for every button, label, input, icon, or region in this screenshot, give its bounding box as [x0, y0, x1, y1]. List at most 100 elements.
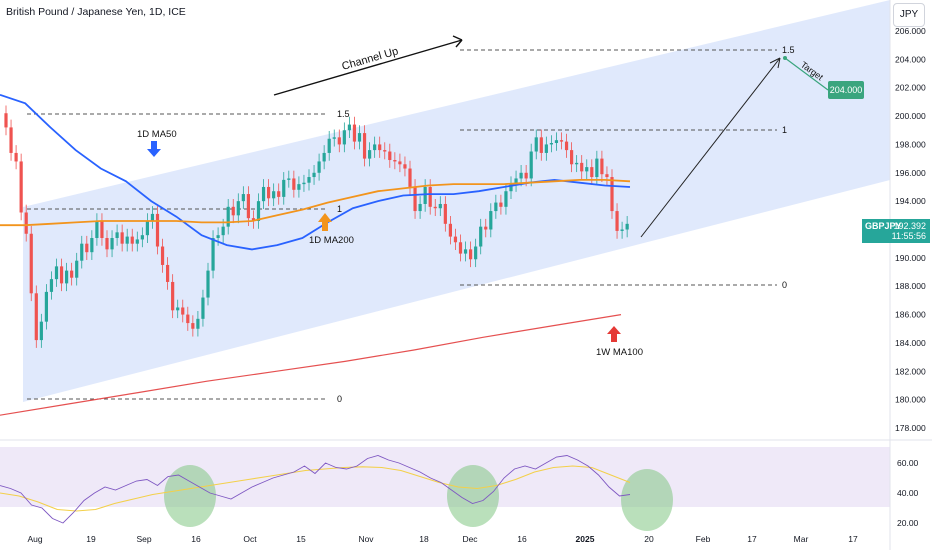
candle-body [378, 144, 382, 151]
candle-body [580, 162, 584, 172]
time-tick: Aug [27, 534, 42, 544]
time-axis[interactable]: Aug 19 Sep 16 Oct 15 Nov 18 Dec 16 2025 20 Feb 17 Mar 1… [27, 534, 858, 544]
projection-arrow [640, 57, 781, 238]
candle-body [322, 152, 326, 162]
candle-body [44, 291, 48, 322]
ma200-line [0, 178, 631, 227]
candle-body [448, 223, 452, 237]
candle-body [14, 152, 18, 162]
candle-body [398, 161, 402, 165]
candle-body [534, 137, 538, 152]
rsi-tick: 60.00 [897, 458, 919, 468]
price-tick: 180.000 [895, 395, 926, 405]
candle-body [605, 174, 609, 178]
candle-body [463, 249, 468, 254]
candle-body [388, 151, 392, 161]
candle-body [125, 236, 129, 244]
rsi-band [0, 447, 890, 507]
time-tick: 19 [86, 534, 96, 544]
candle-body [625, 223, 629, 230]
candle-body [554, 140, 559, 144]
candle-body [206, 270, 210, 298]
candle-body [357, 133, 362, 142]
channel-up-band [23, 0, 890, 402]
time-tick: Dec [462, 534, 478, 544]
candle-body [347, 124, 351, 131]
candle-body [499, 202, 503, 207]
candle-body [150, 213, 155, 221]
candle-body [216, 235, 220, 239]
candle-body [65, 270, 69, 284]
candle-body [155, 213, 160, 247]
candle-body [186, 314, 190, 324]
channel-up-label: Channel Up [341, 45, 400, 73]
candle-body [595, 158, 599, 178]
candle-body [610, 177, 614, 212]
time-tick: 18 [419, 534, 429, 544]
candle-body [54, 266, 59, 280]
candle-body [145, 220, 149, 236]
time-tick: 16 [517, 534, 527, 544]
rsi-axis[interactable]: 20.00 40.00 60.00 [897, 458, 919, 528]
candle-body [585, 167, 589, 172]
candle-body [226, 206, 230, 227]
candle-body [474, 246, 478, 260]
price-tick: 186.000 [895, 310, 926, 320]
time-tick: Oct [243, 534, 257, 544]
candle-body [590, 167, 594, 178]
last-price: 192.392 [893, 221, 926, 231]
candle-body [413, 186, 417, 212]
candle-body [514, 178, 518, 185]
candle-body [564, 141, 569, 151]
candle-body [181, 307, 185, 315]
candle-body [201, 297, 205, 319]
candle-body [160, 246, 165, 265]
ma50-label: 1D MA50 [137, 129, 177, 140]
candle-body [85, 243, 89, 253]
candle-body [539, 137, 543, 153]
candle-body [549, 143, 553, 145]
candle-body [246, 194, 250, 219]
price-tick: 194.000 [895, 196, 926, 206]
candle-body [327, 138, 331, 153]
chart-title: British Pound / Japanese Yen, 1D, ICE [6, 6, 186, 18]
rsi-pane [0, 455, 631, 524]
target-price-tag: 204.000 [828, 81, 864, 99]
candle-body [443, 203, 447, 224]
price-tick: 182.000 [895, 366, 926, 376]
time-tick: 20 [644, 534, 654, 544]
fib-label-zero-left: 0 [337, 394, 342, 404]
candle-body [59, 266, 64, 284]
ma50-arrow-icon [147, 141, 161, 157]
candle-body [105, 238, 109, 250]
candle-body [307, 177, 311, 183]
candle-body [211, 238, 215, 271]
candle-body [453, 236, 458, 243]
rsi-oversold-highlight-2 [447, 465, 499, 527]
candle-body [504, 191, 508, 207]
fib-label-zero-right: 0 [782, 280, 787, 290]
candle-body [479, 226, 483, 247]
price-tick: 202.000 [895, 83, 926, 93]
time-tick: 15 [296, 534, 306, 544]
candle-body [261, 186, 266, 202]
candle-body [140, 235, 144, 240]
ma200-arrow-icon [318, 213, 332, 231]
currency-button[interactable]: JPY [893, 3, 925, 27]
price-tick: 200.000 [895, 111, 926, 121]
channel-up-arrowhead [452, 35, 463, 48]
time-tick: Mar [794, 534, 809, 544]
candle-body [221, 226, 225, 236]
candle-body [458, 242, 463, 254]
candle-body [70, 270, 74, 278]
candle-body [544, 144, 548, 153]
candle-body [575, 162, 579, 165]
channel-up-arrow [273, 39, 463, 96]
candle-body [110, 238, 114, 250]
candle-body [297, 184, 301, 190]
candle-body [509, 184, 513, 192]
candle-body [433, 206, 437, 209]
candle-body [241, 194, 245, 202]
candle-body [292, 178, 296, 190]
